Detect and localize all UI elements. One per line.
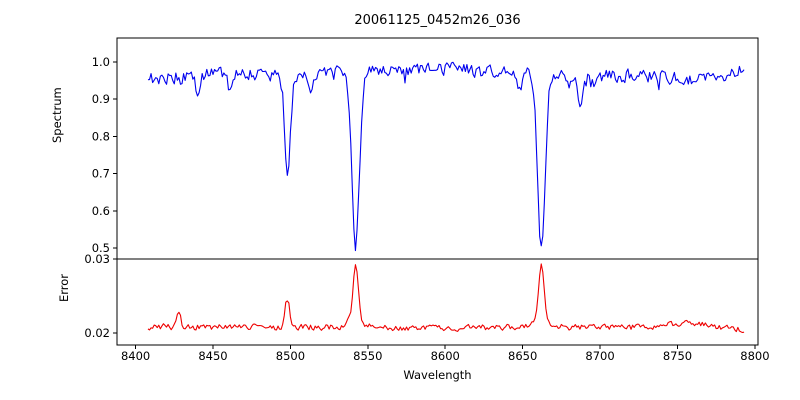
x-tick-label: 8450 [198, 349, 227, 363]
x-tick-label: 8650 [508, 349, 537, 363]
y-tick-label: 0.8 [92, 129, 110, 143]
x-tick-label: 8550 [353, 349, 382, 363]
panel-border-error [116, 258, 759, 346]
x-tick-label: 8700 [585, 349, 614, 363]
x-tick-label: 8800 [740, 349, 769, 363]
y-tick-label: 0.03 [84, 252, 110, 266]
y-tick-label: 0.9 [92, 92, 110, 106]
x-tick-label: 8400 [121, 349, 150, 363]
y-tick-label: 0.5 [92, 241, 110, 255]
spectrum-line [147, 61, 745, 252]
chart-title: 20061125_0452m26_036 [354, 13, 521, 28]
y-tick-label: 0.02 [84, 326, 110, 340]
error-line [147, 263, 745, 334]
y-tick-label: 0.6 [92, 204, 110, 218]
x-tick-label: 8750 [663, 349, 692, 363]
x-axis-label: Wavelength [403, 368, 472, 382]
x-tick-label: 8600 [431, 349, 460, 363]
y-tick-label: 0.7 [92, 167, 110, 181]
y-tick-label: 1.0 [92, 55, 110, 69]
x-tick-label: 8500 [276, 349, 305, 363]
